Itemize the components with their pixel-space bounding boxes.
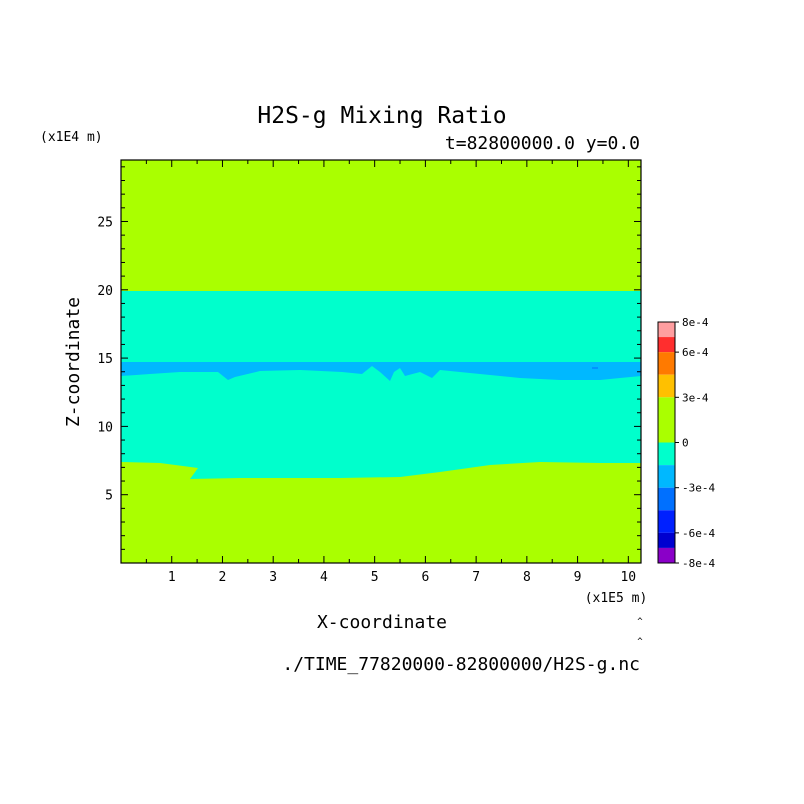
colorbar-tick-label: -8e-4 bbox=[682, 557, 715, 570]
y-axis-label: Z-coordinate bbox=[63, 297, 84, 427]
x-tick-label: 9 bbox=[574, 570, 582, 585]
colorbar-band bbox=[658, 374, 675, 398]
colorbar-band bbox=[658, 397, 675, 443]
x-axis-ticks: 1 2 3 4 5 6 7 8 9 10 bbox=[145, 160, 636, 585]
colorbar-tick-label: -6e-4 bbox=[682, 527, 715, 540]
colorbar-band bbox=[658, 532, 675, 548]
y-tick-label: 10 bbox=[97, 420, 113, 435]
x-tick-label: 10 bbox=[620, 570, 636, 585]
x-tick-label: 8 bbox=[523, 570, 531, 585]
plot-area: 1 2 3 4 5 6 7 8 9 10 5 10 15 20 25 bbox=[97, 159, 642, 585]
x-tick-label: 4 bbox=[320, 570, 328, 585]
x-tick-label: 7 bbox=[472, 570, 480, 585]
caret-mark: ^ bbox=[637, 617, 643, 627]
x-tick-label: 3 bbox=[269, 570, 277, 585]
colorbar-band bbox=[658, 465, 675, 488]
colorbar-band bbox=[658, 487, 675, 511]
y-tick-label: 15 bbox=[97, 352, 113, 367]
footer-file-path: ./TIME_77820000-82800000/H2S-g.nc bbox=[282, 654, 640, 675]
colorbar: 8e-4 6e-4 3e-4 0 -3e-4 -6e-4 -8e-4 bbox=[657, 316, 715, 570]
colorbar-band bbox=[658, 352, 675, 375]
chart-subtitle: t=82800000.0 y=0.0 bbox=[445, 133, 640, 154]
colorbar-tick-label: 0 bbox=[682, 437, 689, 450]
y-tick-label: 20 bbox=[97, 284, 113, 299]
x-tick-label: 1 bbox=[168, 570, 176, 585]
caret-mark: ^ bbox=[637, 637, 643, 647]
colorbar-tick-label: 6e-4 bbox=[682, 346, 709, 359]
plot-frame bbox=[120, 159, 642, 564]
x-tick-label: 5 bbox=[371, 570, 379, 585]
y-unit-label: (x1E4 m) bbox=[40, 130, 103, 145]
colorbar-band bbox=[658, 442, 675, 466]
chart-title: H2S-g Mixing Ratio bbox=[257, 103, 506, 129]
region-middle bbox=[121, 291, 641, 479]
colorbar-tick-label: 3e-4 bbox=[682, 391, 709, 404]
y-tick-label: 5 bbox=[105, 489, 113, 504]
x-tick-label: 2 bbox=[219, 570, 227, 585]
region-thin-band bbox=[121, 362, 641, 381]
x-tick-label: 6 bbox=[421, 570, 429, 585]
colorbar-band bbox=[658, 337, 675, 353]
y-axis-ticks: 5 10 15 20 25 bbox=[97, 166, 641, 550]
colorbar-tick-label: 8e-4 bbox=[682, 316, 709, 329]
colorbar-band bbox=[658, 322, 675, 338]
colorbar-band bbox=[658, 510, 675, 533]
colorbar-tick-label: -3e-4 bbox=[682, 482, 715, 495]
colorbar-band bbox=[658, 547, 675, 563]
y-tick-label: 25 bbox=[97, 215, 113, 230]
x-unit-label: (x1E5 m) bbox=[585, 591, 648, 606]
x-axis-label: X-coordinate bbox=[317, 612, 447, 633]
